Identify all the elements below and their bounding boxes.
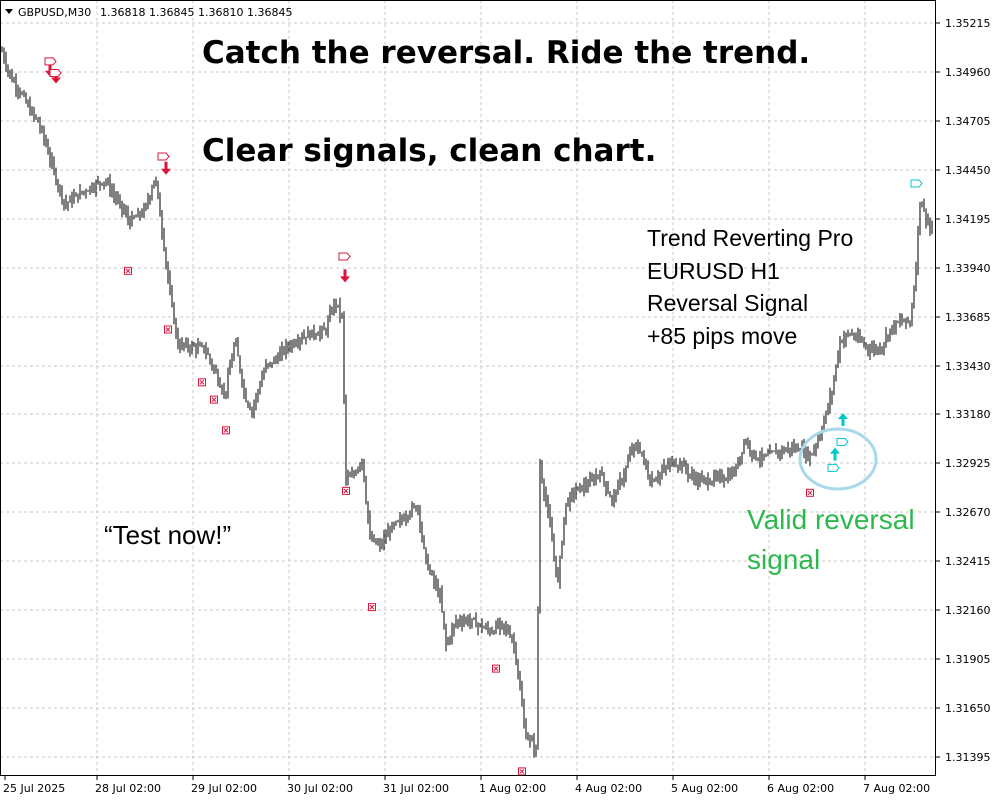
ohlc-values: 1.36818 1.36845 1.36810 1.36845: [100, 6, 292, 19]
bear-arrow-icon: [161, 161, 171, 175]
bear-arrow-icon: [51, 70, 61, 84]
info-line-2: EURUSD H1: [647, 258, 780, 284]
info-line-4: +85 pips move: [647, 323, 797, 349]
bull-arrow-icon: [838, 413, 848, 427]
headline-1: Catch the reversal. Ride the trend.: [202, 35, 810, 71]
signal-markers: [44, 57, 923, 776]
stop-marker-cross: [807, 490, 813, 496]
x-tick-label: 7 Aug 02:00: [863, 782, 930, 795]
y-tick-label: 1.35215: [945, 17, 991, 30]
headline-2: Clear signals, clean chart.: [202, 133, 656, 169]
stop-marker-cross: [519, 769, 525, 774]
price-tag-icon: [910, 179, 923, 188]
price-axis: 1.35215 1.34960 1.34705 1.34450 1.34195 1.339…: [935, 17, 991, 764]
price-bars: [1, 46, 933, 758]
y-tick-label: 1.32415: [945, 555, 991, 568]
y-tick-label: 1.34960: [945, 66, 991, 79]
y-tick-label: 1.33685: [945, 311, 991, 324]
x-tick-label: 29 Jul 02:00: [191, 782, 257, 795]
stop-marker-cross: [369, 604, 375, 610]
y-tick-label: 1.31905: [945, 653, 991, 666]
symbol-label: GBPUSD,M30: [18, 6, 91, 19]
y-tick-label: 1.34195: [945, 213, 991, 226]
time-axis: 25 Jul 2025 28 Jul 02:00 29 Jul 02:00 30 Ju…: [3, 775, 930, 795]
signal-highlight-ellipse: [798, 427, 878, 491]
x-tick-label: 6 Aug 02:00: [767, 782, 834, 795]
valid-signal-line-1: Valid reversal: [747, 504, 915, 535]
y-tick-label: 1.33180: [945, 408, 991, 421]
stop-marker-cross: [211, 397, 217, 402]
y-tick-label: 1.31650: [945, 702, 991, 715]
stop-marker-cross: [165, 327, 171, 332]
price-tag-icon: [338, 252, 351, 261]
stop-marker-cross: [125, 268, 131, 274]
y-tick-label: 1.34705: [945, 115, 991, 128]
info-line-3: Reversal Signal: [647, 290, 808, 316]
stop-marker-cross: [493, 666, 499, 671]
y-tick-label: 1.32160: [945, 604, 991, 617]
info-line-1: Trend Reverting Pro: [647, 225, 853, 251]
y-tick-label: 1.33430: [945, 360, 991, 373]
y-tick-label: 1.32925: [945, 457, 991, 470]
y-tick-label: 1.32670: [945, 506, 991, 519]
x-tick-label: 1 Aug 02:00: [479, 782, 546, 795]
bull-arrow-icon: [830, 447, 840, 461]
stop-marker-cross: [199, 379, 205, 385]
bear-arrow-icon: [340, 269, 350, 283]
x-tick-label: 5 Aug 02:00: [671, 782, 738, 795]
plot-frame: [0, 0, 936, 776]
y-tick-label: 1.33940: [945, 262, 991, 275]
y-tick-label: 1.34450: [945, 164, 991, 177]
y-tick-label: 1.31395: [945, 751, 991, 764]
cta-text: “Test now!”: [104, 520, 231, 550]
stop-marker-cross: [343, 488, 349, 494]
price-tag-icon: [49, 68, 62, 77]
price-tag-icon: [44, 57, 57, 66]
x-tick-label: 25 Jul 2025: [3, 782, 65, 795]
x-tick-label: 31 Jul 02:00: [383, 782, 449, 795]
price-tag-icon: [157, 152, 170, 161]
price-tag-icon: [836, 437, 849, 446]
valid-signal-line-2: signal: [747, 544, 820, 575]
x-tick-label: 30 Jul 02:00: [287, 782, 353, 795]
x-tick-label: 4 Aug 02:00: [575, 782, 642, 795]
price-tag-icon: [827, 463, 840, 472]
stop-marker-cross: [223, 427, 229, 433]
chevron-down-icon[interactable]: [5, 9, 13, 14]
x-tick-label: 28 Jul 02:00: [95, 782, 161, 795]
